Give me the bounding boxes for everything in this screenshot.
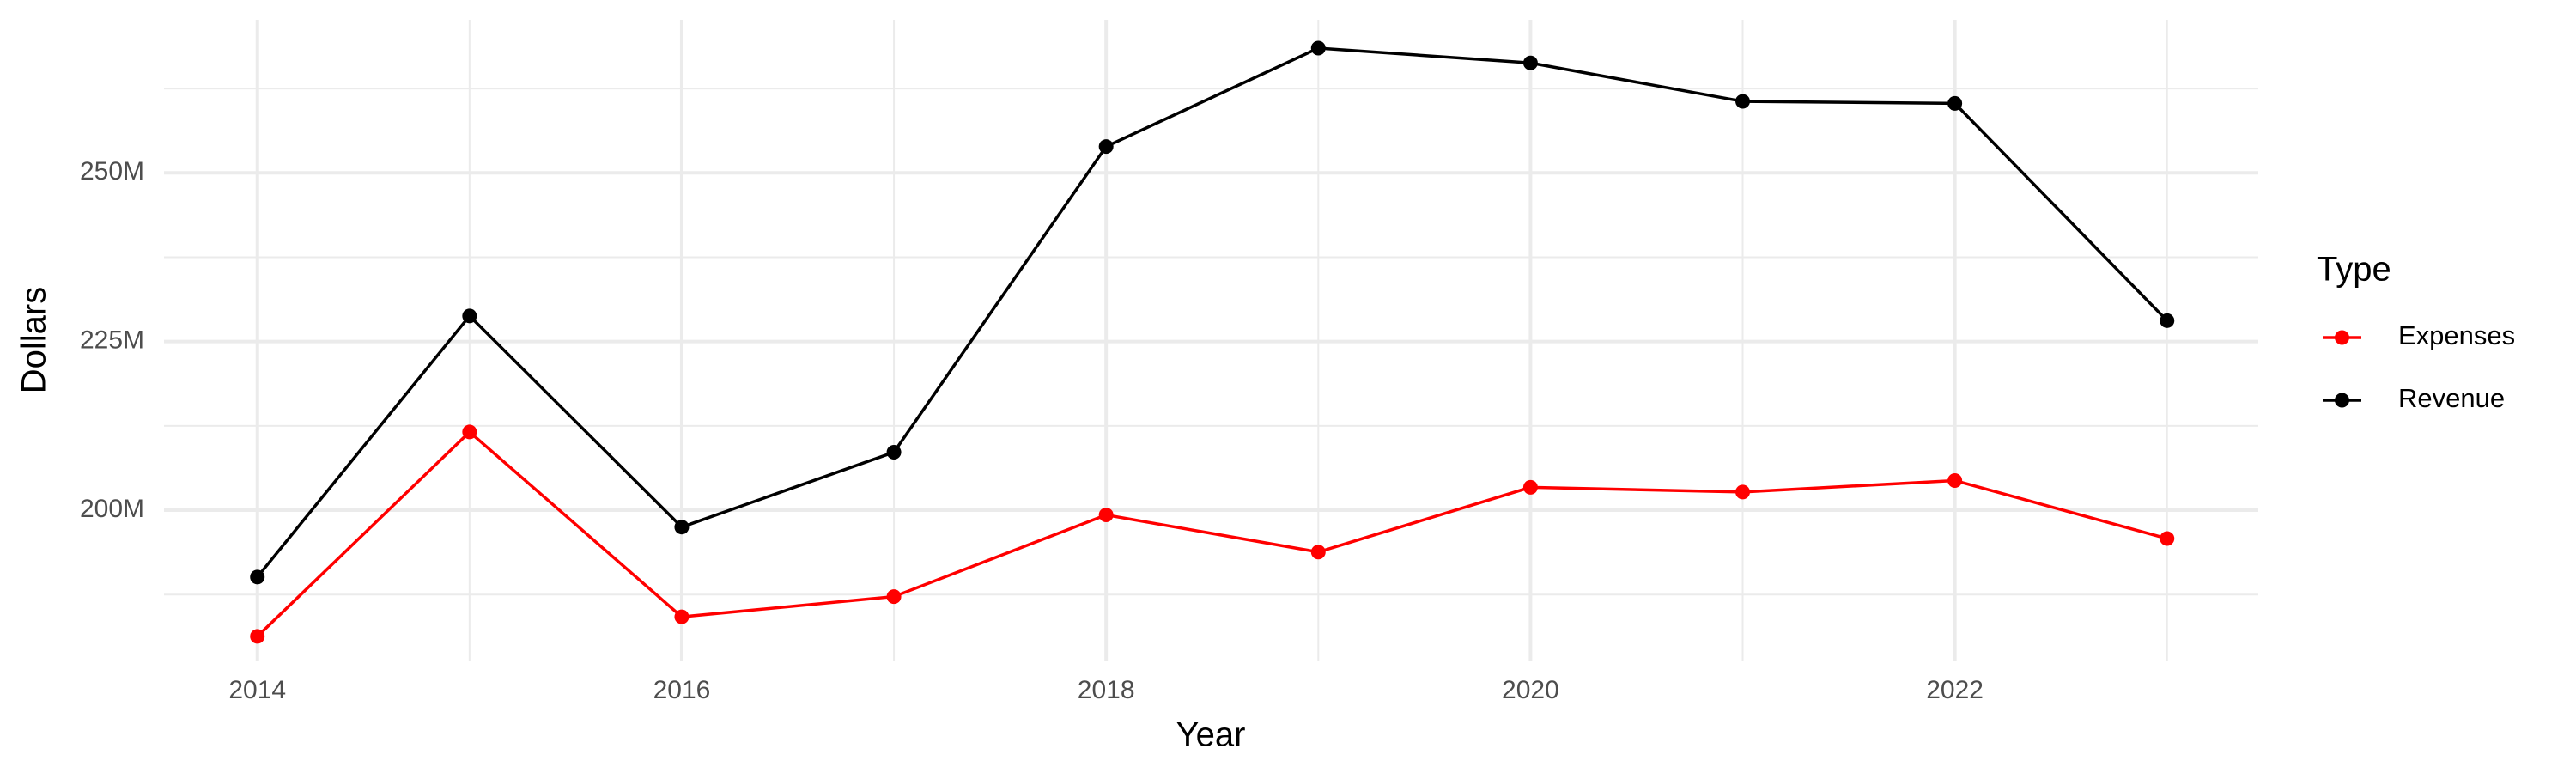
series-line	[256, 46, 2168, 578]
y-tick-label: 225M	[80, 326, 144, 355]
x-tick-label: 2022	[1926, 676, 1984, 704]
series-line	[256, 429, 2168, 638]
data-point	[674, 609, 690, 624]
legend-label: Revenue	[2398, 383, 2505, 413]
data-point	[1310, 40, 1326, 56]
grid	[164, 20, 2258, 661]
data-point	[250, 629, 265, 644]
legend-title: Type	[2317, 251, 2391, 289]
data-point	[674, 520, 690, 535]
x-axis-title: Year	[1176, 716, 1246, 754]
data-point	[1522, 479, 1538, 495]
legend-point	[2335, 330, 2349, 345]
data-point	[1522, 55, 1538, 70]
data-point	[2160, 313, 2175, 328]
y-tick-label: 200M	[80, 495, 144, 523]
x-tick-label: 2016	[653, 676, 711, 704]
y-tick-label: 250M	[80, 157, 144, 186]
data-point	[1735, 94, 1751, 109]
data-point	[1310, 545, 1326, 560]
x-tick-label: 2014	[228, 676, 286, 704]
legend-label: Expenses	[2398, 320, 2515, 350]
data-point	[1947, 95, 1963, 111]
x-tick-label: 2020	[1502, 676, 1559, 704]
data-point	[462, 424, 477, 440]
data-point	[1098, 139, 1114, 155]
plot-area	[250, 40, 2175, 644]
data-point	[1098, 508, 1114, 523]
data-point	[886, 444, 902, 460]
data-point	[462, 308, 477, 324]
data-point	[2160, 531, 2175, 546]
x-tick-label: 2018	[1078, 676, 1135, 704]
y-axis-title: Dollars	[15, 287, 53, 393]
data-point	[1947, 472, 1963, 488]
data-point	[250, 569, 265, 585]
data-point	[886, 589, 902, 605]
data-point	[1735, 484, 1751, 500]
legend-point	[2335, 393, 2349, 408]
